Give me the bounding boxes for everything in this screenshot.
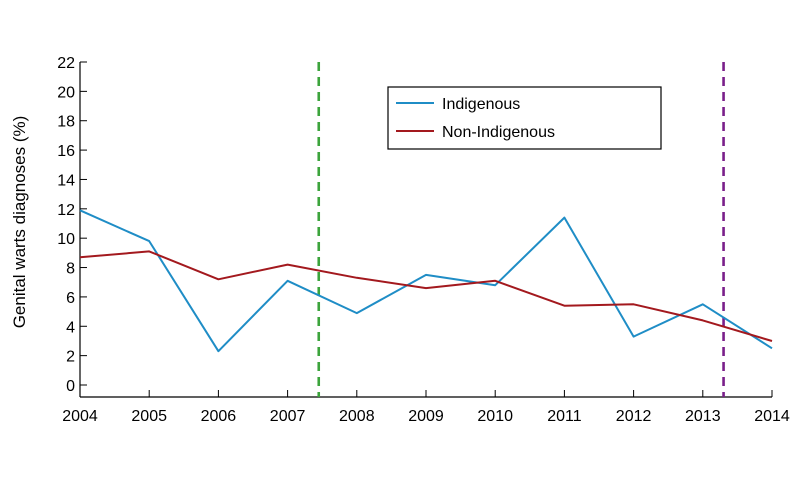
y-tick-label: 18: [57, 114, 75, 131]
y-tick-label: 22: [57, 55, 75, 72]
legend-label-indigenous: Indigenous: [442, 96, 520, 113]
x-tick-label: 2009: [408, 408, 444, 425]
series-line-indigenous: [79, 209, 773, 353]
y-tick-label: 12: [57, 202, 75, 219]
x-tick-label: 2006: [201, 408, 237, 425]
y-tick-label: 14: [57, 172, 75, 189]
series-layer: [79, 209, 773, 353]
x-tick-label: 2005: [131, 408, 167, 425]
legend-box: [387, 86, 662, 150]
y-tick-label: 2: [66, 349, 75, 366]
reference-lines: [317, 62, 725, 397]
x-tick-label: 2014: [754, 408, 790, 425]
legend: Indigenous Non-Indigenous: [387, 86, 662, 150]
y-tick-label: 8: [66, 261, 75, 278]
axes: 0 2 4 6 8 10 12 14 16 18 20 22 2004 2005 2006 2007 2008 2…: [57, 55, 790, 425]
y-axis-title: Genital warts diagnoses (%): [10, 116, 29, 329]
x-tick-label: 2012: [616, 408, 652, 425]
y-tick-label: 4: [66, 319, 75, 336]
y-tick-label: 20: [57, 84, 75, 101]
legend-label-non-indigenous: Non-Indigenous: [442, 124, 555, 141]
series-line-non-indigenous: [79, 250, 773, 342]
y-tick-label: 6: [66, 290, 75, 307]
x-tick-label: 2004: [62, 408, 98, 425]
x-tick-label: 2013: [685, 408, 721, 425]
x-tick-label: 2007: [270, 408, 306, 425]
x-tick-label: 2010: [477, 408, 513, 425]
x-tick-label: 2008: [339, 408, 375, 425]
y-tick-label: 0: [66, 378, 75, 395]
x-tick-label: 2011: [547, 408, 582, 425]
y-tick-label: 10: [57, 231, 75, 248]
y-tick-label: 16: [57, 143, 75, 160]
